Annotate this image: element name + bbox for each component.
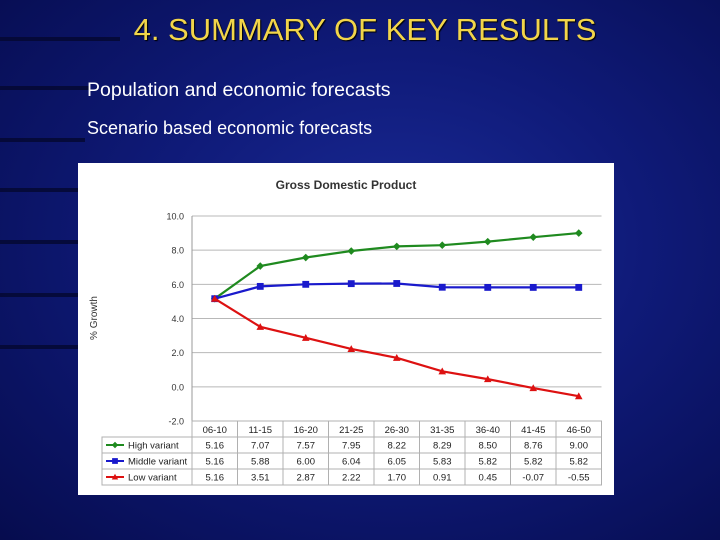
x-category-label: 21-25 [339,425,363,436]
decor-stripe [0,240,80,244]
data-label: 2.87 [297,473,316,484]
data-point [256,323,265,330]
data-label: 8.22 [388,441,407,452]
data-label: 0.91 [433,473,452,484]
gdp-chart: Gross Domestic Product % Growth 10.0 8.0 6.0… [89,178,602,486]
table-row [101,468,602,486]
y-tick-label: 4.0 [171,314,184,324]
decor-stripe [0,37,120,41]
data-label: -0.07 [522,473,544,484]
data-label: 5.16 [206,457,225,468]
chart-title: Gross Domestic Product [276,178,417,192]
data-label: 1.70 [388,473,407,484]
legend-entry: Low variant [128,473,177,484]
y-tick-label: -2.0 [168,417,184,427]
data-point [483,237,492,246]
data-label: 6.04 [342,457,361,468]
x-category-label: 31-35 [430,425,454,436]
y-tick-label: 6.0 [171,280,184,290]
data-label: 0.45 [479,473,498,484]
data-point [392,353,401,361]
data-label: 3.51 [251,473,270,484]
data-point [301,253,310,262]
data-point [529,283,537,291]
data-point [483,375,492,383]
x-category-label: 26-30 [385,425,409,436]
data-point [574,392,583,400]
data-label: 5.16 [206,473,225,484]
series-line-low-variant [214,297,579,398]
y-tick-label: 0.0 [171,382,184,392]
decor-stripe [0,345,80,349]
data-label: 8.76 [524,441,543,452]
data-label: 6.05 [388,457,407,468]
data-point [575,283,583,291]
data-label: 7.07 [251,441,270,452]
data-label: 9.00 [570,441,589,452]
data-point [256,262,265,270]
decor-stripe [0,138,85,142]
chart-panel: Gross Domestic Product % Growth 10.0 8.0 6.0… [78,163,614,495]
subtitle-population: Population and economic forecasts [87,79,391,101]
data-point [347,247,356,255]
data-point [529,233,538,241]
decor-stripe [0,188,80,192]
x-category-label: 36-40 [476,425,500,436]
data-label: 7.57 [297,441,316,452]
x-category-label: 16-20 [294,425,318,436]
data-label: 5.82 [570,457,589,468]
data-point [301,334,310,341]
data-label: -0.55 [568,473,590,484]
data-point [529,384,538,392]
data-point [438,367,447,375]
data-point [484,283,492,291]
data-point [574,229,583,237]
data-label: 5.16 [206,441,225,452]
legend-entry: High variant [128,441,179,452]
data-label: 5.82 [479,457,498,468]
data-point [347,345,356,352]
data-label: 8.50 [479,441,498,452]
data-label: 8.29 [433,441,452,452]
data-point [210,294,219,302]
data-label: 2.22 [342,473,361,484]
x-category-label: 11-15 [248,425,272,436]
y-tick-label: 2.0 [171,348,184,358]
data-label: 5.82 [524,457,543,468]
legend-entry: Middle variant [128,457,187,468]
decor-stripe [0,293,80,297]
x-category-label: 06-10 [203,425,227,436]
data-point [438,241,447,250]
y-axis-label: % Growth [89,296,100,340]
data-point [393,280,401,287]
decor-stripe [0,86,90,90]
data-label: 5.83 [433,457,452,468]
data-point [111,473,119,480]
slide-title: 4. SUMMARY OF KEY RESULTS [133,12,597,47]
x-category-label: 46-50 [567,425,591,436]
data-point [438,283,446,291]
subtitle-scenario: Scenario based economic forecasts [87,118,373,138]
x-category-label: 41-45 [521,425,545,436]
y-tick-label: 8.0 [171,246,184,256]
data-point [347,280,355,288]
data-label: 7.95 [342,441,361,452]
data-point [111,441,119,449]
y-tick-label: 10.0 [166,212,184,222]
data-point [392,242,401,251]
data-label: 6.00 [297,457,316,468]
data-point [112,458,118,464]
data-point [256,282,264,290]
data-point [302,280,310,288]
data-label: 5.88 [251,457,270,468]
